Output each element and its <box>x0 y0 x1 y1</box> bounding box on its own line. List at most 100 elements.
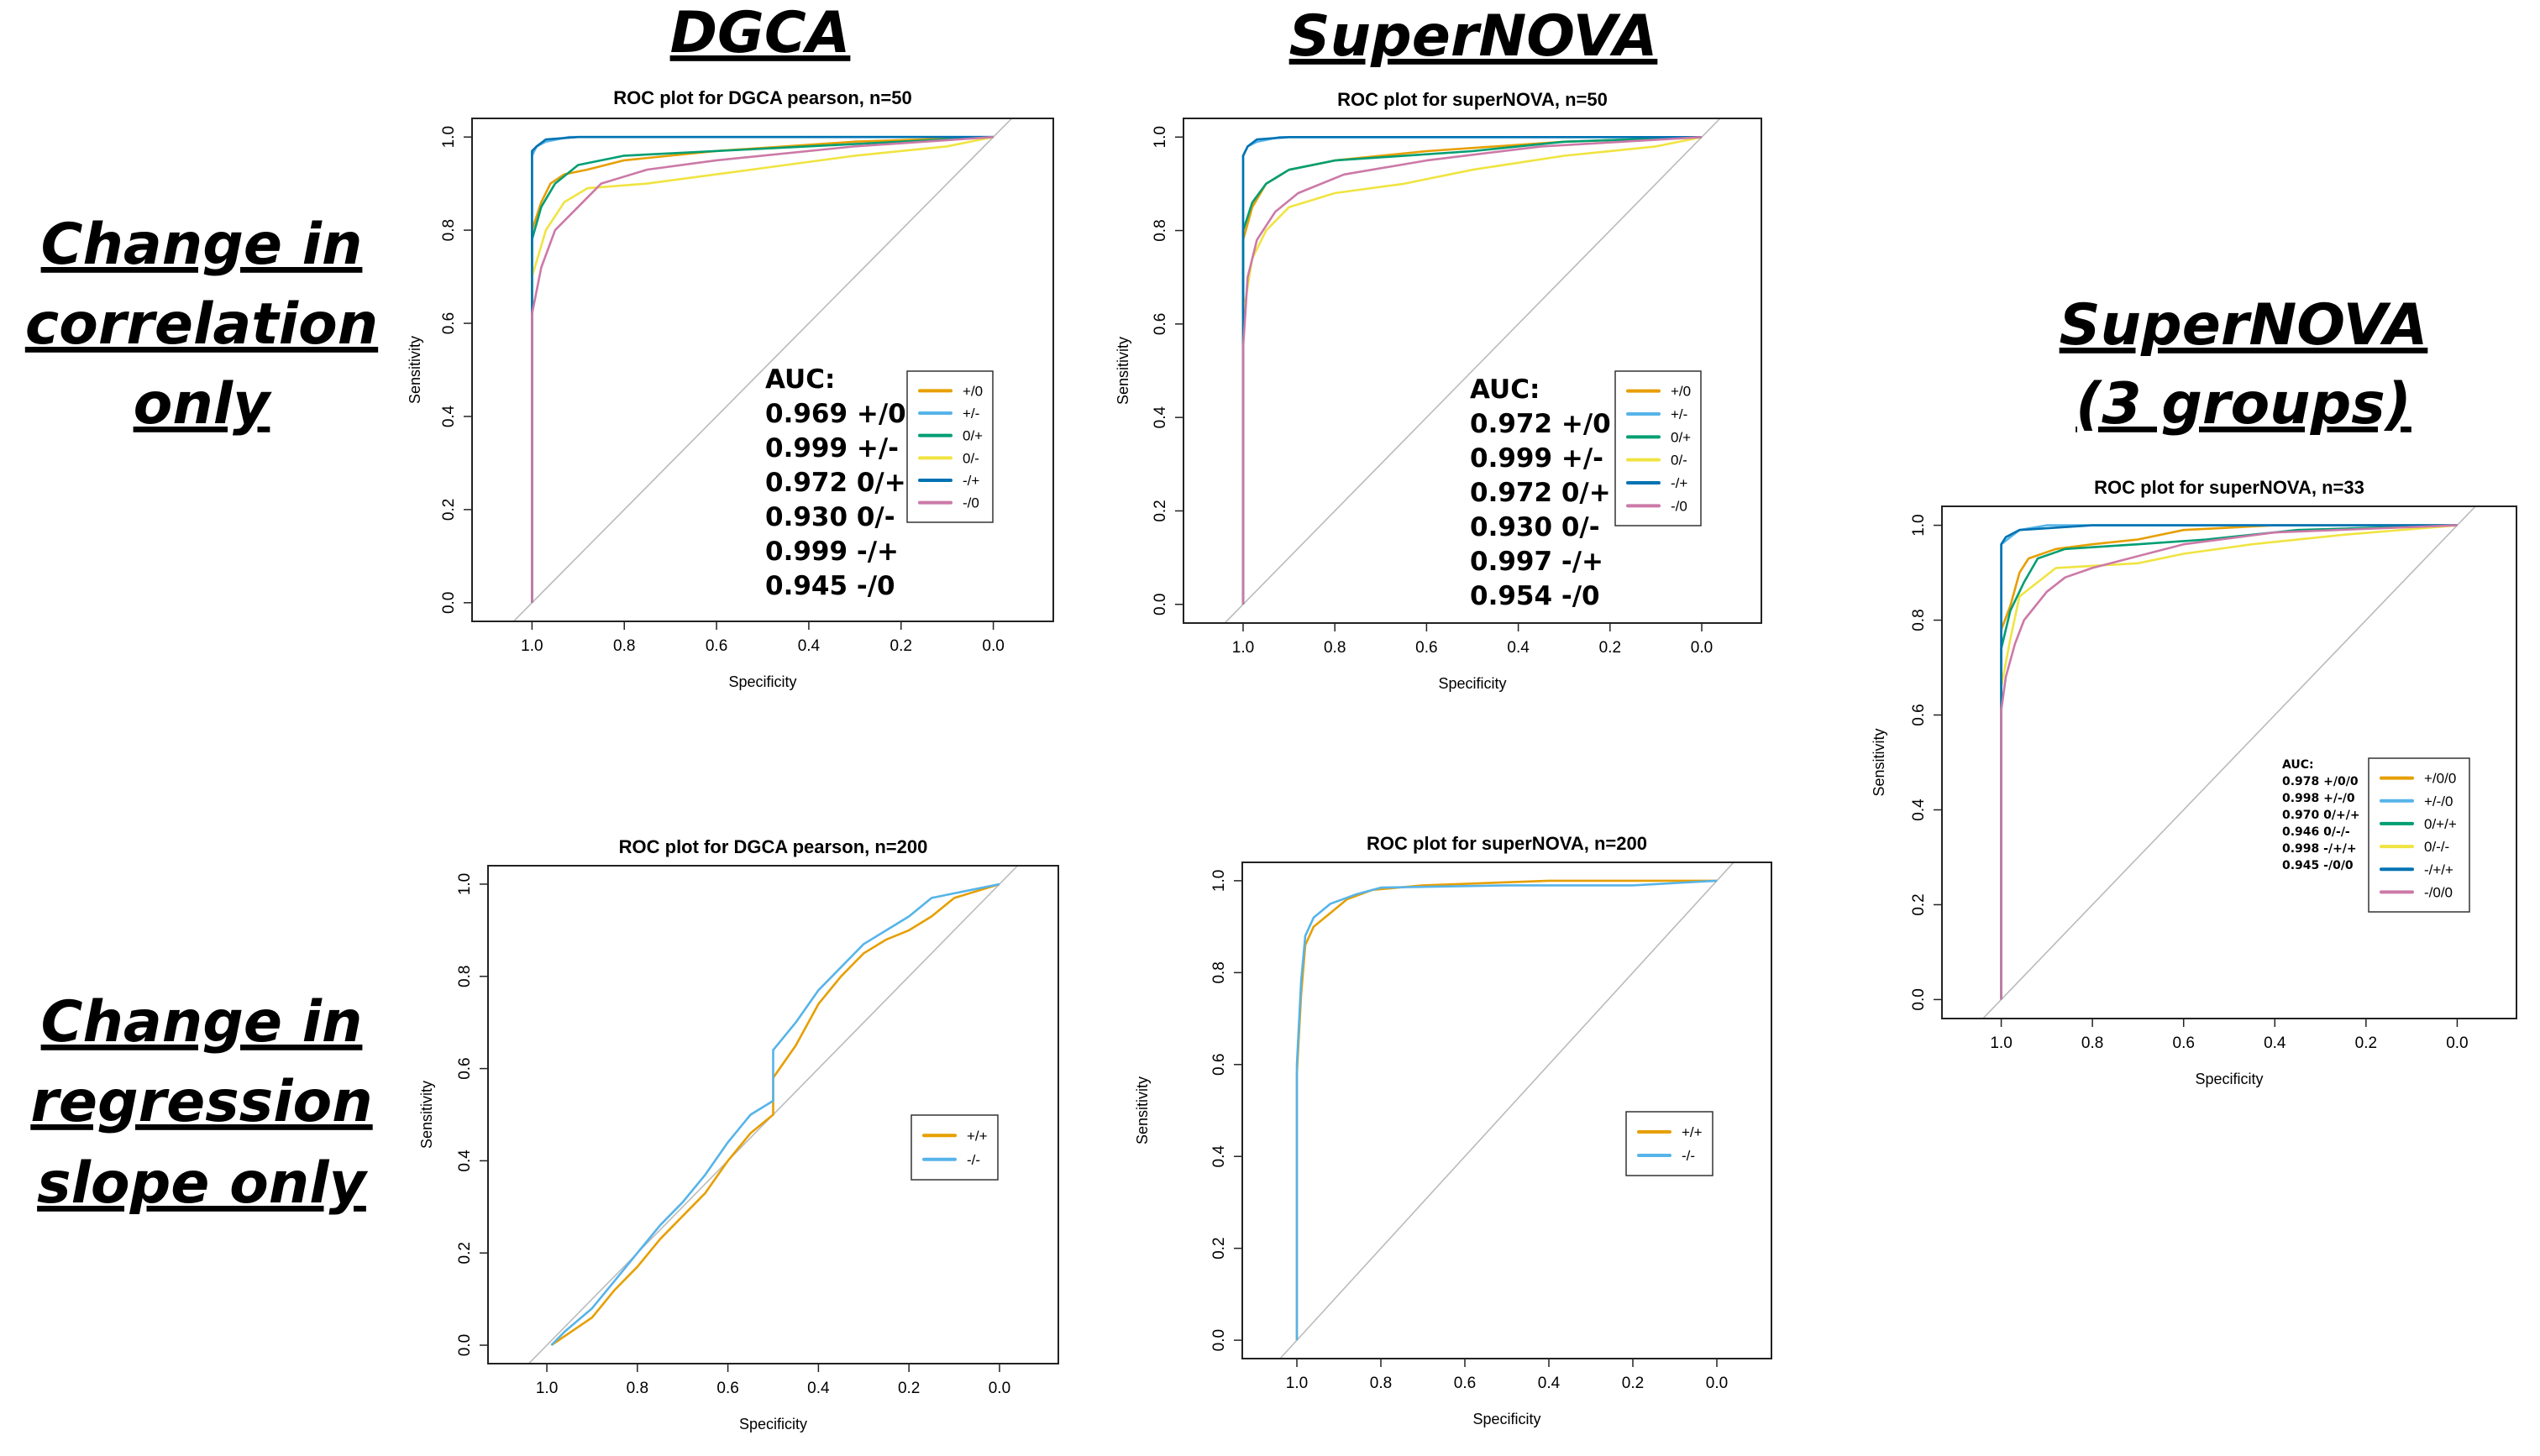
y-tick-label: 0.8 <box>440 219 458 241</box>
auc-value: 0.978 +/0/0 <box>2282 775 2359 788</box>
legend-label: 0/- <box>963 450 979 466</box>
y-tick-label: 0.8 <box>1910 609 1928 631</box>
x-tick-label: 0.0 <box>982 637 1004 655</box>
roc-plot-1: ROC plot for DGCA pearson, n=50 1.0 0.8 0.6… <box>407 87 1054 690</box>
auc-value: 0.954 -/0 <box>1470 581 1600 611</box>
diagonal-reference-line <box>1224 118 1721 623</box>
row-label-correlation-3: only <box>134 371 272 437</box>
legend-label: -/0/0 <box>2424 884 2453 900</box>
x-axis-label: Specificity <box>2195 1071 2263 1087</box>
y-tick-label: 0.8 <box>456 966 474 987</box>
auc-value: 0.945 -/0/0 <box>2282 859 2354 872</box>
x-tick-label: 0.0 <box>1706 1375 1728 1392</box>
x-tick-label: 0.8 <box>627 1380 648 1397</box>
legend-label: -/- <box>967 1152 980 1168</box>
y-tick-label: 0.6 <box>456 1057 474 1079</box>
legend-label: +/-/0 <box>2424 793 2453 809</box>
x-tick-label: 0.4 <box>2264 1034 2286 1052</box>
roc-curve-0/- <box>1241 136 1703 605</box>
auc-value: 0.972 +/0 <box>1470 409 1611 439</box>
roc-curve-+/0 <box>531 135 994 603</box>
y-tick-label: 0.8 <box>1152 219 1169 241</box>
x-tick-label: 0.0 <box>2446 1034 2468 1052</box>
legend-label: +/+ <box>967 1128 988 1144</box>
y-tick-label: 1.0 <box>456 873 474 895</box>
y-tick-label: 0.8 <box>1210 961 1228 983</box>
legend: +/0 +/- 0/+ 0/- -/+ -/0 <box>906 370 994 523</box>
legend-label: +/+ <box>1682 1124 1703 1140</box>
legend: +/0/0 +/-/0 0/+/+ 0/-/- -/+/+ -/0/0 <box>2368 757 2470 913</box>
roc-curve--/0 <box>531 135 994 603</box>
auc-value: 0.997 -/+ <box>1470 547 1603 577</box>
roc-plot-3: ROC plot for DGCA pearson, n=200 1.0 0.8 0.… <box>418 836 1059 1432</box>
roc-curve--/0/0 <box>2000 524 2458 1000</box>
x-axis-label: Specificity <box>728 673 796 690</box>
roc-curve--/+/+ <box>2000 524 2458 1000</box>
legend-label: +/0/0 <box>2424 771 2456 787</box>
y-tick-label: 0.4 <box>1910 799 1928 821</box>
legend-label: +/0 <box>963 383 983 399</box>
legend-label: 0/-/- <box>2424 839 2449 855</box>
auc-value: 0.945 -/0 <box>765 571 895 601</box>
y-tick-label: 0.4 <box>1210 1145 1228 1168</box>
auc-value: 0.998 -/+/+ <box>2282 842 2357 856</box>
auc-value: 0.999 +/- <box>765 433 899 464</box>
auc-value: 0.998 +/-/0 <box>2282 792 2355 805</box>
y-axis-label: Sensitivity <box>1871 728 1887 796</box>
y-tick-label: 1.0 <box>1152 126 1169 148</box>
auc-value: 0.930 0/- <box>765 502 895 532</box>
column-header-dgca: DGCA <box>670 0 851 66</box>
x-tick-label: 0.2 <box>898 1380 920 1397</box>
y-tick-label: 0.2 <box>1210 1237 1228 1259</box>
roc-curve-0/+ <box>1241 136 1703 605</box>
y-tick-label: 0.0 <box>440 592 458 614</box>
y-tick-label: 1.0 <box>1210 870 1228 892</box>
x-axis-label: Specificity <box>1472 1411 1540 1427</box>
legend-label: 0/+ <box>1671 429 1691 445</box>
y-axis-label: Sensitivity <box>418 1081 435 1149</box>
y-axis-label: Sensitivity <box>1115 337 1131 405</box>
roc-curve-0/+ <box>531 135 994 603</box>
x-tick-label: 1.0 <box>521 637 543 655</box>
x-tick-label: 0.8 <box>2081 1034 2103 1052</box>
x-tick-label: 0.6 <box>716 1380 738 1397</box>
y-tick-label: 0.2 <box>1910 893 1928 915</box>
legend-label: +/0 <box>1671 384 1691 400</box>
y-tick-label: 0.0 <box>1910 988 1928 1010</box>
plot-title: ROC plot for DGCA pearson, n=50 <box>613 87 912 108</box>
roc-curve--/- <box>550 883 1000 1346</box>
auc-value: 0.946 0/-/- <box>2282 825 2350 839</box>
x-axis-label: Specificity <box>1438 675 1506 692</box>
legend-label: 0/+/+ <box>2424 816 2457 832</box>
legend-label: -/+/+ <box>2424 862 2453 877</box>
x-tick-label: 1.0 <box>1990 1034 2012 1052</box>
auc-annotation: AUC: 0.978 +/0/0 0.998 +/-/0 0.970 0/+/+ 0.9… <box>2282 758 2360 872</box>
roc-plot-2: ROC plot for superNOVA, n=50 1.0 0.8 0.6 0.4… <box>1115 89 1762 692</box>
row-label-correlation-1: Change in <box>41 212 363 278</box>
plot-title: ROC plot for DGCA pearson, n=200 <box>619 836 928 857</box>
roc-curve-0/-/- <box>2000 524 2458 1000</box>
row-label-slope-2: regression <box>30 1069 372 1135</box>
legend-label: -/0 <box>1671 498 1687 514</box>
legend: +/0 +/- 0/+ 0/- -/+ -/0 <box>1614 370 1702 526</box>
row-label-slope-1: Change in <box>41 989 363 1055</box>
auc-value: 0.970 0/+/+ <box>2282 809 2360 822</box>
diagonal-reference-line <box>512 118 1013 621</box>
row-label-slope-3: slope only <box>37 1150 368 1217</box>
y-tick-label: 0.6 <box>1210 1054 1228 1076</box>
y-tick-label: 0.4 <box>440 405 458 427</box>
x-tick-label: 0.2 <box>890 637 912 655</box>
legend-label: 0/+ <box>963 428 983 444</box>
auc-value: 0.972 0/+ <box>765 468 906 498</box>
y-tick-label: 0.6 <box>1910 704 1928 725</box>
auc-header: AUC: <box>1470 374 1540 405</box>
row-label-correlation-2: correlation <box>25 291 378 358</box>
x-tick-label: 0.8 <box>1324 639 1346 657</box>
legend-label: 0/- <box>1671 453 1687 469</box>
y-tick-label: 1.0 <box>1910 514 1928 536</box>
auc-annotation: AUC: 0.969 +/0 0.999 +/- 0.972 0/+ 0.930 0/-… <box>765 364 906 601</box>
roc-plot-4: ROC plot for superNOVA, n=200 1.0 0.8 0.6 0.… <box>1134 833 1772 1427</box>
auc-value: 0.969 +/0 <box>765 399 906 429</box>
legend-label: -/+ <box>1671 475 1687 491</box>
auc-header: AUC: <box>765 364 835 395</box>
